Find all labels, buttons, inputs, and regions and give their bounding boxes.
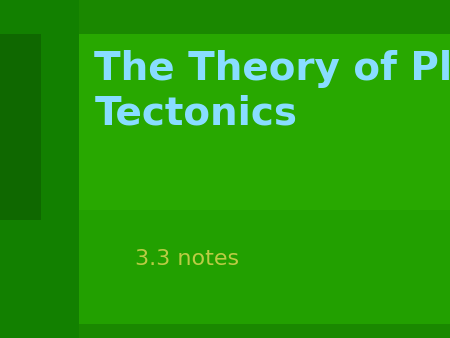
Bar xyxy=(0,34,40,220)
Text: The Theory of Plate
Tectonics: The Theory of Plate Tectonics xyxy=(94,50,450,132)
Bar xyxy=(79,34,450,210)
Text: 3.3 notes: 3.3 notes xyxy=(135,248,239,269)
Bar xyxy=(0,0,79,338)
Bar xyxy=(79,210,450,324)
